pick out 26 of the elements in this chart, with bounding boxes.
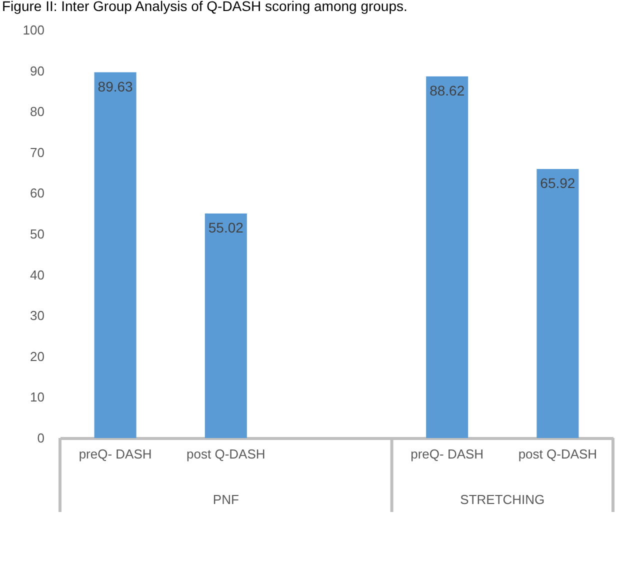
bar	[426, 76, 468, 438]
chart-title: Figure II: Inter Group Analysis of Q-DASH scoring among groups.	[2, 0, 408, 14]
y-tick-label: 30	[30, 308, 44, 324]
y-tick-label: 90	[30, 63, 44, 78]
data-label: 65.92	[540, 175, 576, 192]
y-tick-label: 0	[37, 430, 44, 446]
y-tick-label: 50	[30, 226, 44, 242]
y-tick-label: 10	[30, 390, 44, 405]
y-tick-label: 100	[22, 22, 44, 38]
text: PNF	[212, 492, 239, 507]
x-tick-label: post Q-DASH	[518, 446, 598, 462]
data-label: 55.02	[208, 220, 244, 236]
y-tick-label: 70	[30, 144, 44, 160]
bar	[204, 214, 247, 438]
bar	[536, 169, 579, 438]
y-tick-label: 40	[30, 267, 44, 282]
bar	[94, 72, 136, 438]
data-label: 88.62	[430, 82, 465, 98]
y-tick-label: 80	[30, 104, 44, 120]
x-tick-label: preQ- DASH	[78, 446, 152, 462]
text: STRETCHING	[460, 492, 545, 507]
y-tick-label: 60	[30, 186, 44, 201]
x-tick-label: preQ- DASH	[410, 446, 484, 462]
x-tick-label: post Q-DASH	[186, 446, 266, 462]
y-tick-label: 20	[30, 348, 44, 364]
data-label: 89.63	[98, 78, 134, 94]
